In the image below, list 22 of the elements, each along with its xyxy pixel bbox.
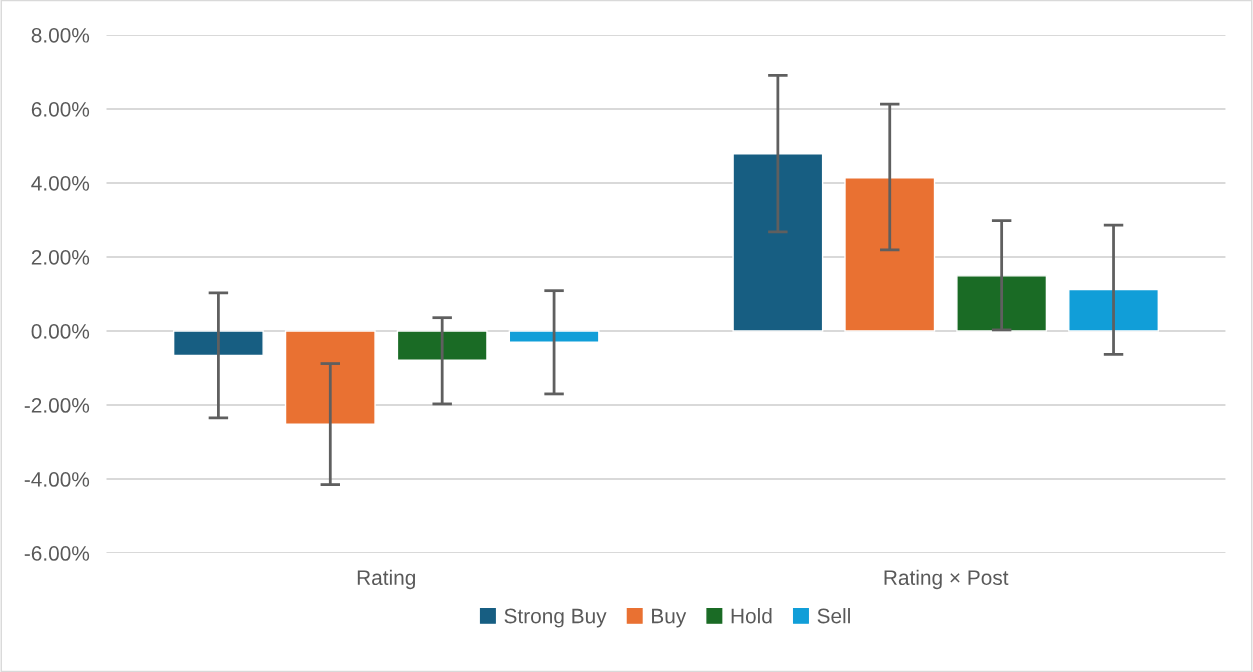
- y-tick-label: 0.00%: [31, 324, 90, 339]
- y-tick-label: -4.00%: [24, 472, 90, 487]
- bar: [732, 153, 824, 332]
- y-tick-label: 6.00%: [31, 101, 90, 117]
- legend-label: Sell: [817, 608, 850, 624]
- legend-label: Hold: [731, 608, 772, 624]
- legend-label: Strong Buy: [504, 608, 607, 628]
- y-tick-label: 2.00%: [31, 249, 90, 265]
- y-tick-label: 4.00%: [31, 175, 90, 191]
- bar: [1068, 288, 1159, 332]
- y-tick-label: 8.00%: [31, 27, 90, 43]
- y-tick-label: -6.00%: [24, 546, 90, 561]
- bar: [844, 177, 936, 332]
- bar: [284, 330, 376, 425]
- bar: [956, 275, 1048, 332]
- x-tick-label: Rating × Post: [884, 569, 1009, 590]
- bar: [172, 330, 264, 357]
- x-tick-label: Rating: [357, 569, 416, 590]
- legend-label: Buy: [652, 608, 687, 628]
- bar: [396, 330, 488, 361]
- bar: [508, 330, 600, 343]
- y-tick-label: -2.00%: [24, 398, 90, 413]
